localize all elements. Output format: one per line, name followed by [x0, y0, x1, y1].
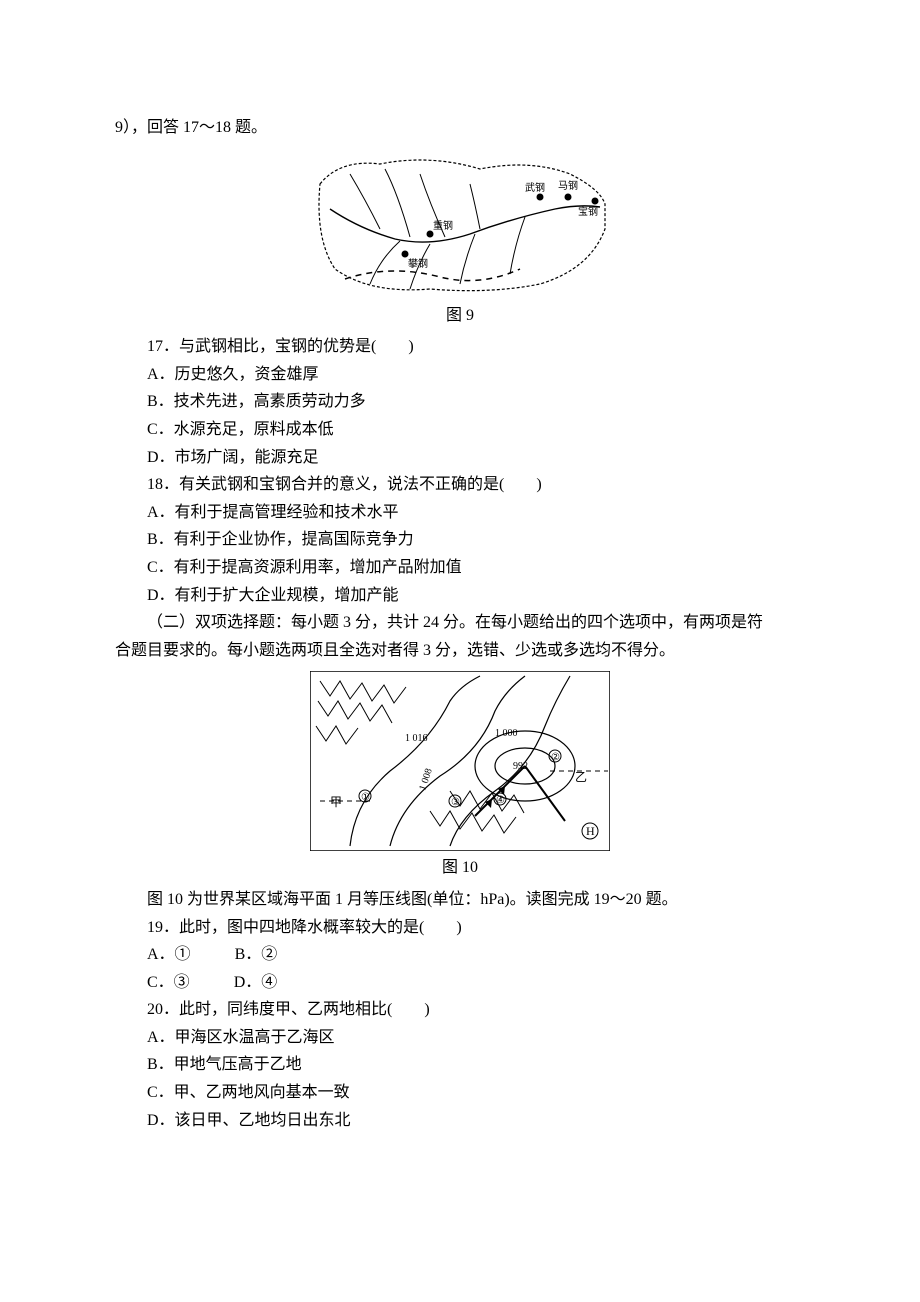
- label-chonggang: 重钢: [433, 219, 453, 232]
- q20-opt-c: C．甲、乙两地风向基本一致: [115, 1080, 805, 1106]
- isobar-1016: 1 016: [405, 733, 428, 744]
- q20-stem: 20．此时，同纬度甲、乙两地相比( ): [115, 997, 805, 1023]
- q18-opt-c: C．有利于提高资源利用率，增加产品附加值: [115, 555, 805, 581]
- point-4: ④: [496, 795, 505, 806]
- figure-10-caption: 图 10: [115, 855, 805, 881]
- q20-opt-a: A．甲海区水温高于乙海区: [115, 1025, 805, 1051]
- label-h: H: [586, 824, 595, 838]
- q17-opt-a: A．历史悠久，资金雄厚: [115, 362, 805, 388]
- dot-baogang: [592, 197, 599, 204]
- q19-opt-c: C．③: [147, 974, 190, 991]
- figure-10-container: 1 016 1 008 1 000 992 ① ② ③ ④ 甲 乙 H: [115, 671, 805, 851]
- label-magang: 马钢: [558, 179, 578, 192]
- q17-opt-c: C．水源充足，原料成本低: [115, 417, 805, 443]
- q18-opt-a: A．有利于提高管理经验和技术水平: [115, 500, 805, 526]
- label-jia: 甲: [330, 795, 342, 809]
- isobar-1000: 1 000: [495, 728, 518, 739]
- dot-magang: [565, 193, 572, 200]
- q17-opt-b: B．技术先进，高素质劳动力多: [115, 389, 805, 415]
- q17-stem: 17．与武钢相比，宝钢的优势是( ): [115, 334, 805, 360]
- q20-opt-b: B．甲地气压高于乙地: [115, 1052, 805, 1078]
- figure-9-caption: 图 9: [115, 303, 805, 329]
- point-3: ③: [451, 797, 460, 808]
- q19-opt-a: A．①: [147, 946, 191, 963]
- point-1: ①: [361, 792, 370, 803]
- label-wugang: 武钢: [525, 181, 545, 194]
- label-baogang: 宝钢: [578, 205, 598, 218]
- q20-opt-d: D．该日甲、乙地均日出东北: [115, 1108, 805, 1134]
- figure-9-container: 攀钢 重钢 武钢 马钢 宝钢: [115, 149, 805, 299]
- q19-opts-row1: A．① B．②: [115, 942, 805, 968]
- dot-pangang: [402, 250, 409, 257]
- section2-line1: （二）双项选择题：每小题 3 分，共计 24 分。在每小题给出的四个选项中，有两…: [115, 610, 805, 636]
- point-2: ②: [551, 752, 560, 763]
- q17-opt-d: D．市场广阔，能源充足: [115, 445, 805, 471]
- section2-line2: 合题目要求的。每小题选两项且全选对者得 3 分，选错、少选或多选均不得分。: [115, 638, 805, 664]
- q18-opt-d: D．有利于扩大企业规模，增加产能: [115, 583, 805, 609]
- q18-stem: 18．有关武钢和宝钢合并的意义，说法不正确的是( ): [115, 472, 805, 498]
- dot-wugang: [537, 193, 544, 200]
- q18-opt-b: B．有利于企业协作，提高国际竞争力: [115, 527, 805, 553]
- label-yi: 乙: [575, 770, 587, 784]
- q19-opt-d: D．④: [234, 974, 278, 991]
- label-pangang: 攀钢: [408, 257, 428, 270]
- figure-10-isobar-map: 1 016 1 008 1 000 992 ① ② ③ ④ 甲 乙 H: [310, 671, 610, 851]
- q19-opts-row2: C．③ D．④: [115, 970, 805, 996]
- q19-stem: 19．此时，图中四地降水概率较大的是( ): [115, 915, 805, 941]
- isobar-992: 992: [513, 761, 528, 772]
- intro-line: 9），回答 17～18 题。: [115, 115, 805, 141]
- figure-9-map: 攀钢 重钢 武钢 马钢 宝钢: [310, 149, 610, 299]
- context-fig10: 图 10 为世界某区域海平面 1 月等压线图(单位：hPa)。读图完成 19～2…: [115, 887, 805, 913]
- q19-opt-b: B．②: [235, 946, 278, 963]
